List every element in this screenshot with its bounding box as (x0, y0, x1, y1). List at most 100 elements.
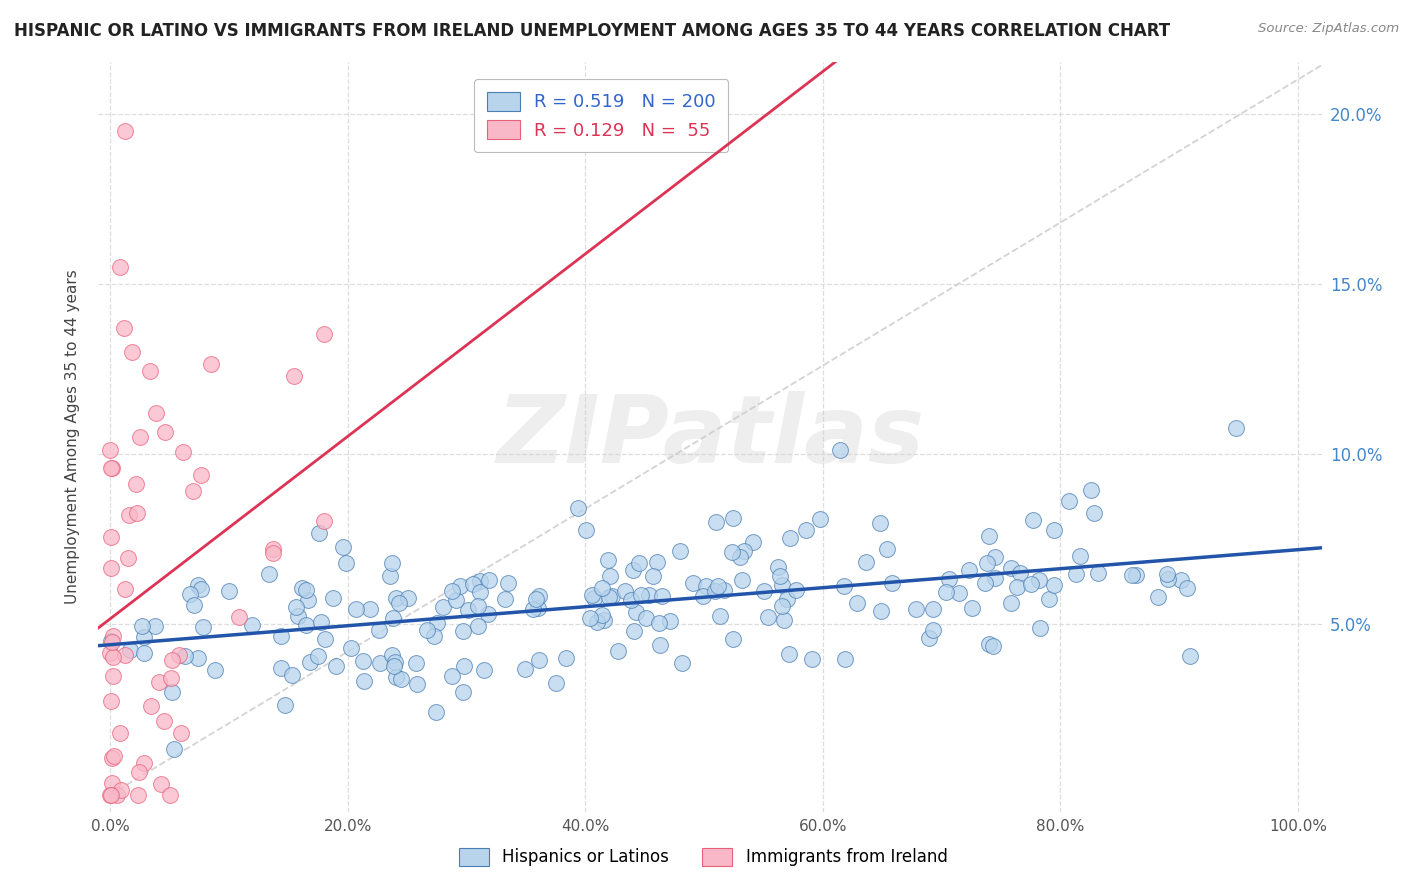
Point (598, 590, 620, 604)
Point (527, 600, 550, 615)
Point (776, 591, 799, 606)
Point (160, 671, 183, 685)
Point (270, 629, 292, 643)
Point (658, 614, 681, 628)
Point (143, 618, 166, 632)
Point (150, 777, 173, 791)
Point (112, 320, 135, 334)
Point (1043, 578, 1066, 592)
Point (367, 623, 389, 637)
Point (773, 613, 796, 627)
Point (160, 685, 183, 699)
Point (270, 661, 292, 675)
Point (352, 655, 374, 669)
Point (733, 544, 755, 558)
Point (979, 529, 1001, 543)
Point (344, 602, 367, 616)
Point (440, 584, 463, 599)
Point (567, 501, 589, 516)
Point (121, 345, 143, 359)
Point (385, 670, 408, 684)
Point (416, 623, 439, 637)
Point (100, 694, 122, 708)
Point (620, 592, 643, 607)
Point (191, 620, 214, 634)
Point (918, 632, 941, 646)
Point (163, 742, 186, 756)
Point (651, 589, 673, 603)
Point (381, 611, 404, 625)
Point (467, 618, 489, 632)
Point (389, 673, 412, 687)
Point (586, 615, 609, 629)
Point (359, 602, 381, 616)
Point (145, 405, 167, 419)
Point (578, 610, 600, 624)
Point (984, 571, 1007, 585)
Point (132, 646, 155, 660)
Point (979, 637, 1001, 651)
Point (779, 531, 801, 545)
Point (127, 788, 149, 802)
Point (100, 530, 122, 544)
Point (624, 605, 647, 619)
Point (159, 788, 181, 802)
Point (529, 653, 551, 667)
Point (692, 589, 714, 603)
Point (582, 591, 605, 606)
Point (132, 756, 155, 770)
Point (100, 788, 122, 802)
Point (190, 582, 212, 597)
Point (721, 544, 744, 558)
Point (778, 647, 800, 661)
Point (768, 569, 790, 583)
Point (1005, 580, 1028, 594)
Point (449, 579, 471, 593)
Legend: Hispanics or Latinos, Immigrants from Ireland: Hispanics or Latinos, Immigrants from Ir… (450, 839, 956, 875)
Point (555, 651, 578, 665)
Point (845, 596, 868, 610)
Point (976, 556, 998, 570)
Point (461, 577, 484, 591)
Point (1069, 549, 1091, 563)
Point (770, 599, 793, 613)
Point (922, 602, 945, 616)
Point (381, 648, 404, 662)
Point (325, 658, 347, 673)
Point (1225, 421, 1247, 435)
Point (772, 578, 794, 592)
Point (422, 629, 444, 643)
Point (960, 600, 983, 615)
Point (101, 669, 124, 683)
Point (240, 618, 263, 632)
Point (468, 574, 491, 588)
Point (339, 640, 361, 655)
Point (295, 582, 318, 597)
Point (529, 589, 551, 603)
Point (100, 461, 122, 475)
Point (307, 648, 329, 663)
Point (183, 598, 205, 612)
Point (1042, 524, 1064, 538)
Point (187, 578, 209, 592)
Point (728, 550, 751, 565)
Point (682, 576, 704, 591)
Point (766, 560, 789, 574)
Point (218, 583, 240, 598)
Point (477, 607, 499, 621)
Point (262, 546, 284, 560)
Point (855, 555, 877, 569)
Point (637, 588, 659, 602)
Point (648, 616, 671, 631)
Point (627, 556, 650, 570)
Point (922, 623, 945, 637)
Point (671, 657, 693, 671)
Point (472, 663, 495, 677)
Point (128, 764, 150, 779)
Point (808, 511, 831, 525)
Point (110, 782, 132, 797)
Point (280, 668, 302, 682)
Point (731, 573, 754, 587)
Point (125, 477, 148, 491)
Point (148, 674, 170, 689)
